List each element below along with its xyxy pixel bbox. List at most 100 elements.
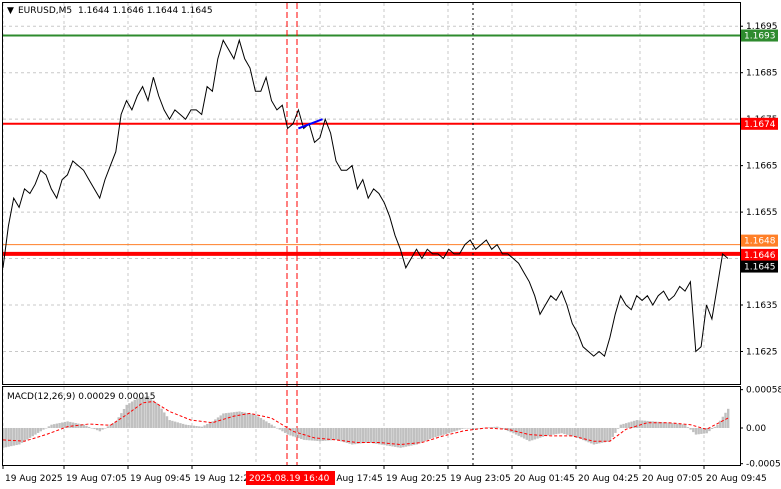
macd-bar [402, 427, 405, 448]
macd-bar [598, 427, 601, 444]
macd-bar [302, 427, 306, 440]
macd-bar [324, 427, 327, 441]
macd-bar [10, 427, 13, 447]
macd-histogram [2, 396, 730, 448]
macd-bar [359, 427, 362, 444]
y-tick-label: 1.1665 [746, 162, 778, 172]
macd-bar [627, 422, 631, 428]
macd-bar [638, 420, 641, 428]
macd-bar [496, 426, 499, 428]
price-level-tags: 1.1693 1.1674 1.1648 1.1646 1.1645 [741, 29, 778, 273]
macd-bar [106, 426, 110, 428]
x-tick-label: 19 Aug 07:05 [66, 474, 127, 484]
macd-bar [289, 427, 292, 436]
macd-bar [471, 427, 475, 429]
macd-bar [326, 427, 330, 441]
macd-bar [654, 421, 657, 428]
macd-bar [147, 396, 150, 428]
macd-bar [549, 427, 553, 436]
macd-bar [136, 398, 139, 428]
macd-bar [718, 420, 722, 428]
macd-bar [434, 427, 437, 438]
macd-bar [611, 427, 614, 438]
x-tick-label: 20 Aug 04:25 [578, 474, 639, 484]
level-tag-label: 1.1693 [744, 32, 776, 42]
macd-bar [560, 427, 563, 434]
macd-bar [684, 424, 687, 428]
macd-bar [600, 427, 604, 443]
price-y-axis: 1.16951.16851.16751.16651.16551.16351.16… [740, 22, 778, 357]
macd-bar [423, 427, 426, 442]
macd-bar [595, 427, 598, 444]
macd-bar [98, 427, 102, 432]
macd-bar [544, 427, 547, 436]
macd-bar [184, 424, 187, 428]
macd-bar [63, 421, 67, 428]
macd-bar [673, 423, 676, 428]
macd-bar [582, 427, 585, 441]
macd-bar [227, 412, 230, 428]
level-tag [741, 234, 778, 247]
macd-bar [138, 397, 142, 428]
macd-bar [576, 427, 580, 438]
macd-bar [383, 427, 386, 446]
macd-bar [109, 424, 112, 428]
macd-bar [36, 427, 40, 433]
macd-bar [313, 427, 316, 441]
macd-bar [66, 421, 69, 428]
macd-bar [651, 421, 655, 428]
macd-bar [351, 427, 354, 445]
macd-bar [251, 414, 255, 428]
macd-bar [125, 404, 128, 428]
macd-bar [415, 427, 418, 445]
y-tick-label: 1.1685 [746, 69, 778, 79]
macd-bar [93, 427, 96, 430]
x-tick-label: 19 Aug 17:45 [322, 474, 383, 484]
macd-bar [606, 427, 609, 442]
macd-bar [176, 422, 179, 428]
macd-bar [104, 427, 107, 429]
macd-bar [678, 424, 682, 428]
macd-bar [568, 427, 571, 436]
macd-bar [200, 426, 204, 428]
y-tick-label: -0.00054 [746, 460, 781, 470]
macd-bar [616, 427, 620, 429]
level-tag-label: 1.1646 [744, 251, 776, 261]
macd-bar [670, 423, 674, 428]
macd-bar [624, 423, 628, 428]
macd-bar [20, 427, 24, 443]
macd-bar [439, 427, 443, 436]
macd-bar [724, 412, 727, 428]
macd-bar [53, 424, 56, 428]
macd-bar [316, 427, 319, 441]
x-tick-label: 19 Aug 20:25 [386, 474, 447, 484]
price-panel-frame [2, 2, 741, 385]
macd-bar [87, 426, 91, 428]
macd-bar [23, 427, 26, 442]
macd-bar [587, 427, 590, 443]
macd-bar [278, 427, 281, 430]
x-tick-label: 20 Aug 09:45 [706, 474, 767, 484]
macd-bar [453, 427, 456, 432]
macd-bar [238, 411, 241, 428]
macd-bar [646, 420, 649, 428]
macd-bar [12, 427, 16, 446]
macd-signal-line [2, 400, 729, 446]
macd-bar [15, 427, 18, 446]
dropdown-triangle-icon[interactable]: ▼ [7, 6, 14, 16]
macd-bar [536, 427, 539, 439]
macd-bar [214, 419, 217, 428]
macd-bar [404, 427, 408, 447]
macd-bar [173, 421, 177, 428]
macd-bar [222, 413, 225, 428]
macd-bar [117, 417, 120, 428]
macd-bar [85, 425, 88, 428]
macd-bar [216, 417, 220, 428]
macd-bar [385, 427, 389, 446]
macd-bar [270, 424, 273, 428]
macd-bar [369, 427, 373, 443]
time-markers [286, 3, 474, 465]
macd-bar [391, 427, 394, 447]
macd-bar [58, 423, 61, 428]
macd-bar [517, 427, 520, 436]
